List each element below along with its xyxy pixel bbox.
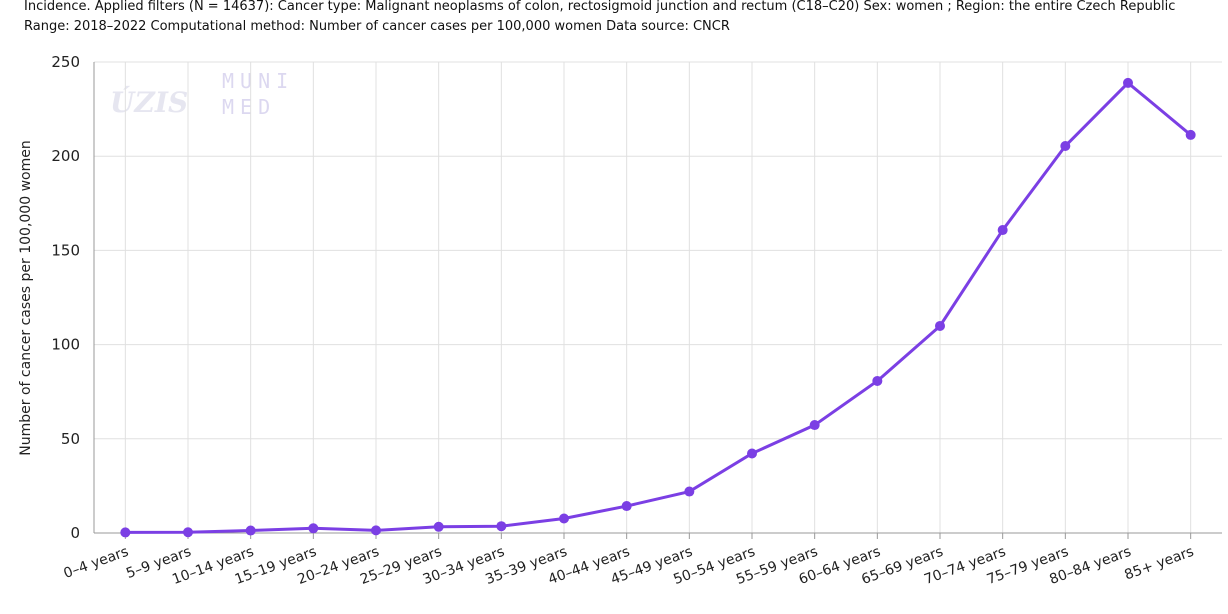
y-tick-label: 50 <box>61 430 80 448</box>
point <box>684 486 695 497</box>
point <box>997 225 1008 236</box>
point <box>1123 77 1133 88</box>
point <box>245 525 256 536</box>
point <box>1185 129 1196 140</box>
point <box>1060 141 1071 152</box>
point <box>559 513 569 524</box>
point <box>496 521 507 532</box>
chart-title: Incidence. Applied filters (N = 14637): … <box>24 0 1175 14</box>
y-tick-label: 200 <box>51 147 80 165</box>
point <box>433 521 444 532</box>
point <box>872 375 883 386</box>
x-tick-label: 85+ years <box>1122 544 1196 584</box>
watermark: MED <box>222 95 276 119</box>
point <box>120 527 131 538</box>
watermark: ÚZIS <box>110 85 188 119</box>
chart-subtitle: Range: 2018–2022 Computational method: N… <box>24 19 730 34</box>
point <box>621 501 632 512</box>
point <box>371 525 381 536</box>
y-tick-label: 0 <box>70 524 80 542</box>
y-tick-label: 150 <box>51 241 80 259</box>
point <box>809 420 820 431</box>
point <box>308 523 319 534</box>
y-tick-label: 250 <box>51 53 80 71</box>
point <box>183 527 193 538</box>
watermark: MUNI <box>222 69 294 93</box>
point <box>935 320 945 331</box>
x-tick-label: 0–4 years <box>62 544 131 582</box>
line <box>125 80 1192 534</box>
y-tick-label: 100 <box>51 336 80 354</box>
y-axis-label: Number of cancer cases per 100,000 women <box>18 140 34 455</box>
point <box>747 448 757 459</box>
